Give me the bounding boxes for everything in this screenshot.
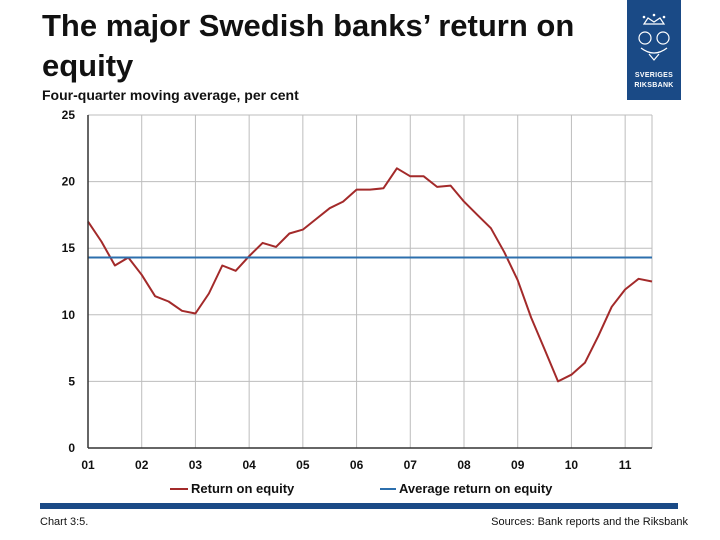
legend: Return on equity Average return on equity — [170, 481, 553, 496]
logo-text-sveriges: SVERIGES — [634, 72, 674, 79]
x-tick-label: 07 — [404, 458, 418, 472]
chart-number-label: Chart 3:5. — [40, 516, 89, 528]
x-tick-label: 10 — [565, 458, 579, 472]
y-tick-label: 5 — [68, 374, 75, 388]
legend-label: Average return on equity — [399, 481, 553, 496]
x-tick-label: 09 — [511, 458, 525, 472]
y-tick-label: 15 — [62, 241, 76, 255]
x-tick-label: 02 — [135, 458, 149, 472]
x-tick-label: 04 — [242, 458, 256, 472]
series-layer — [87, 167, 653, 383]
footer-bar — [40, 503, 678, 509]
return-on-equity-line — [87, 167, 653, 383]
riksbank-crown-emblem-icon — [638, 13, 670, 61]
legend-item-average-return: Average return on equity — [380, 481, 553, 496]
x-tick-label: 08 — [457, 458, 471, 472]
x-tick-label: 06 — [350, 458, 364, 472]
y-tick-label: 25 — [62, 108, 76, 122]
grid-layer — [87, 114, 653, 449]
x-tick-label: 01 — [81, 458, 95, 472]
logo-text-riksbank: RIKSBANK — [634, 82, 674, 89]
x-tick-label: 03 — [189, 458, 203, 472]
riksbank-logo: SVERIGES RIKSBANK — [627, 0, 681, 100]
chart-title: The major Swedish banks’ return on equit… — [42, 8, 575, 83]
x-tick-label: 05 — [296, 458, 310, 472]
x-tick-label: 11 — [619, 458, 632, 472]
legend-item-return-on-equity: Return on equity — [170, 481, 295, 496]
sources-note: Sources: Bank reports and the Riksbank — [491, 516, 688, 528]
chart-subtitle: Four-quarter moving average, per cent — [42, 87, 299, 103]
y-tick-label: 10 — [62, 308, 76, 322]
y-tick-label: 0 — [68, 441, 75, 455]
y-tick-label: 20 — [62, 175, 76, 189]
legend-label: Return on equity — [191, 481, 295, 496]
